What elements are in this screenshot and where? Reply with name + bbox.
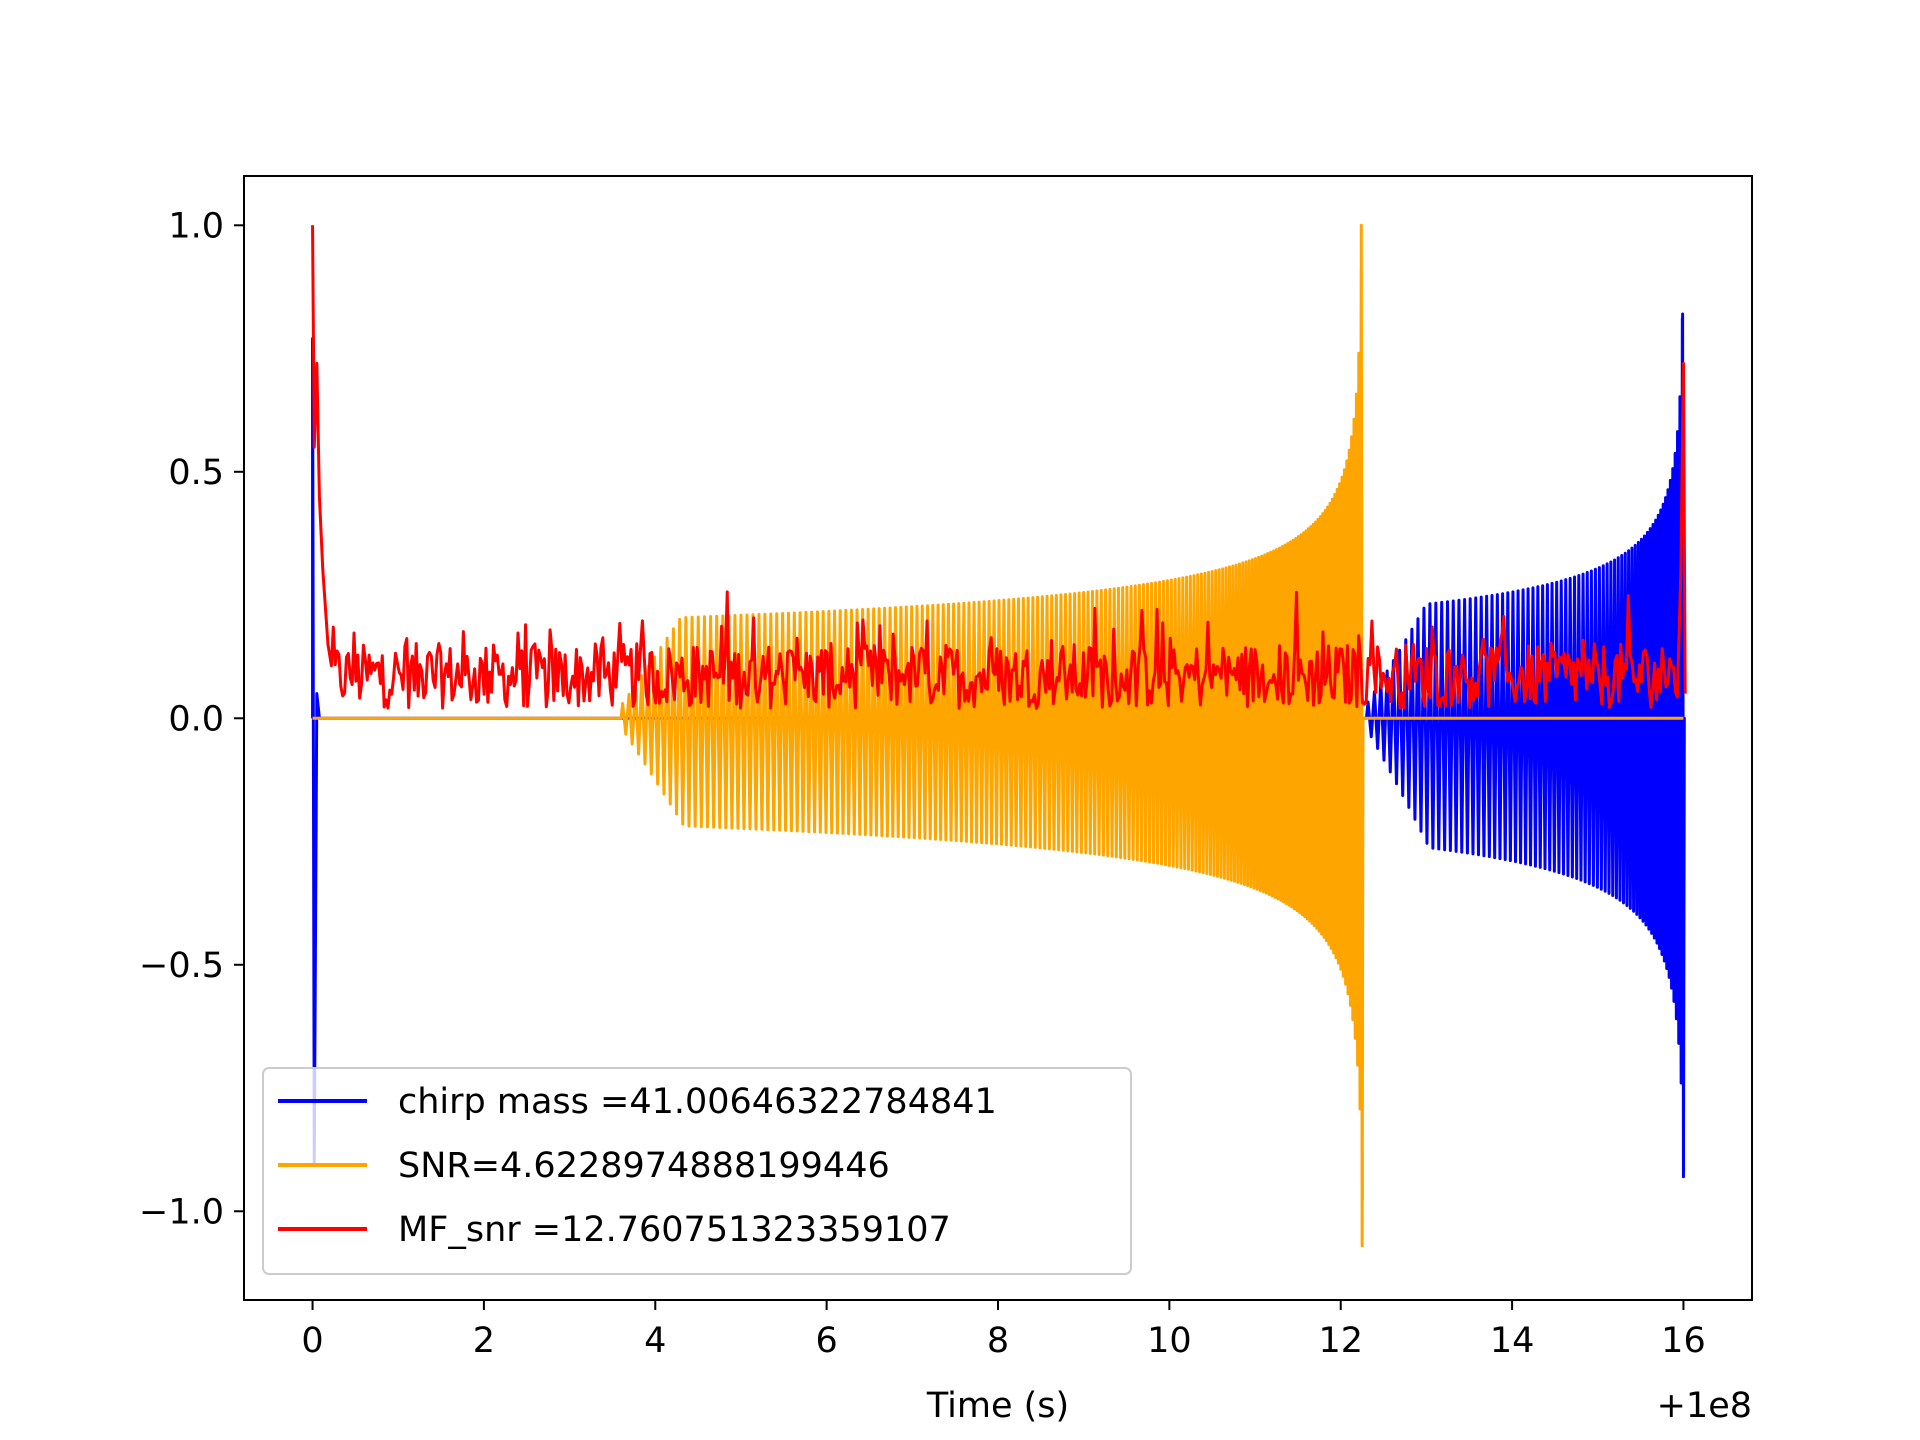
series-line-chirp-mass xyxy=(311,312,1686,1179)
y-axis: 1.0 0.5 0.0 −0.5 −1.0 xyxy=(139,206,244,1232)
x-axis-label: Time (s) xyxy=(926,1386,1069,1426)
x-tick-label: 10 xyxy=(1147,1321,1192,1361)
y-tick-label: −1.0 xyxy=(139,1192,224,1232)
legend: chirp mass =41.00646322784841 SNR=4.62289… xyxy=(262,1067,1132,1275)
x-tick-label: 4 xyxy=(644,1321,666,1361)
x-tick-label: 6 xyxy=(815,1321,837,1361)
legend-label: chirp mass =41.00646322784841 xyxy=(398,1082,997,1122)
x-tick-label: 8 xyxy=(987,1321,1009,1361)
y-tick-label: 0.0 xyxy=(168,699,224,739)
y-tick-label: 1.0 xyxy=(168,206,224,246)
y-tick-label: 0.5 xyxy=(168,453,224,493)
legend-label: MF_snr =12.760751323359107 xyxy=(398,1210,951,1250)
series-line-mf-snr xyxy=(311,225,1687,710)
x-tick-label: 0 xyxy=(301,1321,323,1361)
x-tick-label: 2 xyxy=(473,1321,495,1361)
x-axis: 0 2 4 6 8 10 12 14 16 xyxy=(301,1300,1706,1361)
legend-box xyxy=(262,1067,1132,1275)
y-tick-label: −0.5 xyxy=(139,946,224,986)
series-line-snr xyxy=(312,223,1684,1248)
series-layer xyxy=(311,223,1687,1248)
x-tick-label: 12 xyxy=(1318,1321,1363,1361)
x-tick-label: 16 xyxy=(1661,1321,1706,1361)
x-offset-label: +1e8 xyxy=(1657,1386,1752,1426)
x-tick-label: 14 xyxy=(1490,1321,1535,1361)
legend-label: SNR=4.6228974888199446 xyxy=(398,1146,890,1186)
